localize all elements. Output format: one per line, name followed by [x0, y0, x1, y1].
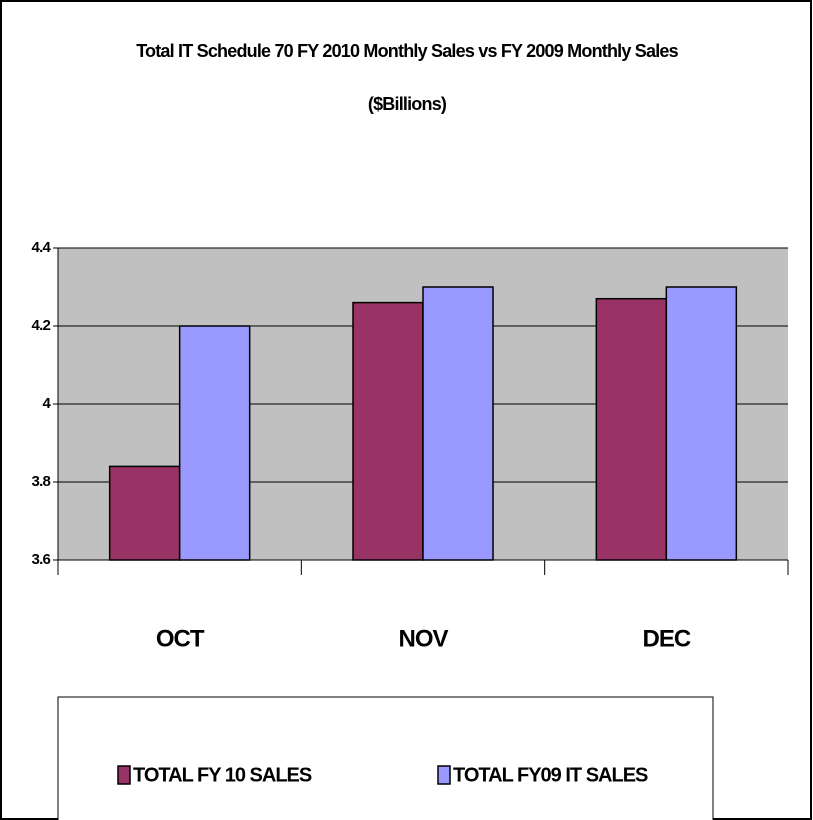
- x-tick-label: NOV: [398, 625, 448, 652]
- chart-title: Total IT Schedule 70 FY 2010 Monthly Sal…: [136, 41, 678, 61]
- legend-label: TOTAL FY09 IT SALES: [453, 764, 648, 786]
- y-tick-label: 3.6: [32, 551, 51, 568]
- bar: [422, 286, 494, 561]
- y-tick-label: 4.4: [32, 239, 52, 256]
- legend-box: [57, 696, 714, 820]
- legend-swatch: [117, 765, 131, 785]
- bar: [595, 297, 668, 561]
- legend-swatch: [437, 765, 451, 785]
- x-tick-label: OCT: [156, 625, 205, 652]
- x-tick-label: DEC: [642, 625, 690, 652]
- bar: [178, 325, 251, 561]
- bar: [352, 301, 424, 561]
- y-tick-label: 4.2: [32, 317, 51, 334]
- chart-subtitle: ($Billions): [368, 94, 447, 114]
- bar: [665, 286, 738, 561]
- legend-label: TOTAL FY 10 SALES: [133, 764, 312, 786]
- y-tick-label: 4: [42, 395, 51, 412]
- bar: [108, 465, 181, 561]
- y-tick-label: 3.8: [32, 473, 51, 490]
